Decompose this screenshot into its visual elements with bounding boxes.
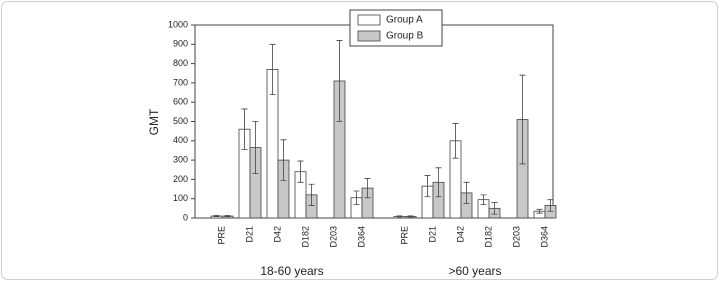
x-tick-label: D203	[328, 226, 338, 248]
error-bar	[213, 215, 220, 218]
error-bar	[280, 139, 287, 181]
y-tick-label: 0	[183, 212, 188, 222]
error-bar	[297, 160, 304, 183]
x-tick-label: PRE	[216, 226, 226, 245]
group-label: >60 years	[448, 264, 501, 278]
error-bar	[396, 215, 403, 218]
error-bar	[241, 108, 248, 150]
legend-label: Group A	[386, 15, 423, 26]
x-tick-label: D364	[539, 226, 549, 248]
x-tick-label: D203	[511, 226, 521, 248]
error-bar	[463, 181, 470, 204]
error-bar	[435, 167, 442, 198]
y-tick-label: 800	[173, 58, 188, 68]
y-tick-label: 400	[173, 135, 188, 145]
y-axis-label: GMT	[147, 108, 161, 135]
error-bar	[480, 194, 487, 205]
error-bar	[519, 74, 526, 165]
y-tick-label: 900	[173, 39, 188, 49]
error-bar	[353, 190, 360, 205]
y-tick-label: 200	[173, 174, 188, 184]
error-bar	[336, 40, 343, 122]
x-tick-label: D42	[272, 226, 282, 243]
legend-swatch	[357, 30, 381, 42]
x-tick-label: D21	[427, 226, 437, 243]
error-bar	[252, 121, 259, 175]
x-tick-label: D21	[244, 226, 254, 243]
error-bar	[224, 215, 231, 218]
y-tick-label: 100	[173, 193, 188, 203]
y-tick-label: 600	[173, 97, 188, 107]
y-tick-label: 300	[173, 154, 188, 164]
error-bar	[407, 215, 414, 218]
error-bar	[269, 43, 276, 95]
error-bar	[452, 123, 459, 159]
x-tick-label: D182	[300, 226, 310, 248]
group-label: 18-60 years	[260, 264, 323, 278]
error-bar	[491, 202, 498, 215]
y-tick-label: 1000	[168, 19, 188, 29]
x-tick-label: D182	[483, 226, 493, 248]
error-bar	[536, 208, 543, 214]
error-bar	[547, 199, 554, 212]
error-bar	[364, 178, 371, 199]
error-bar	[424, 175, 431, 198]
error-bar	[308, 183, 315, 206]
frame	[1, 1, 718, 280]
x-tick-label: PRE	[399, 226, 409, 245]
y-tick-label: 500	[173, 116, 188, 126]
x-tick-label: D364	[356, 226, 366, 248]
legend-swatch	[357, 14, 381, 26]
y-tick-label: 700	[173, 77, 188, 87]
x-tick-label: D42	[455, 226, 465, 243]
legend-label: Group B	[386, 31, 424, 42]
